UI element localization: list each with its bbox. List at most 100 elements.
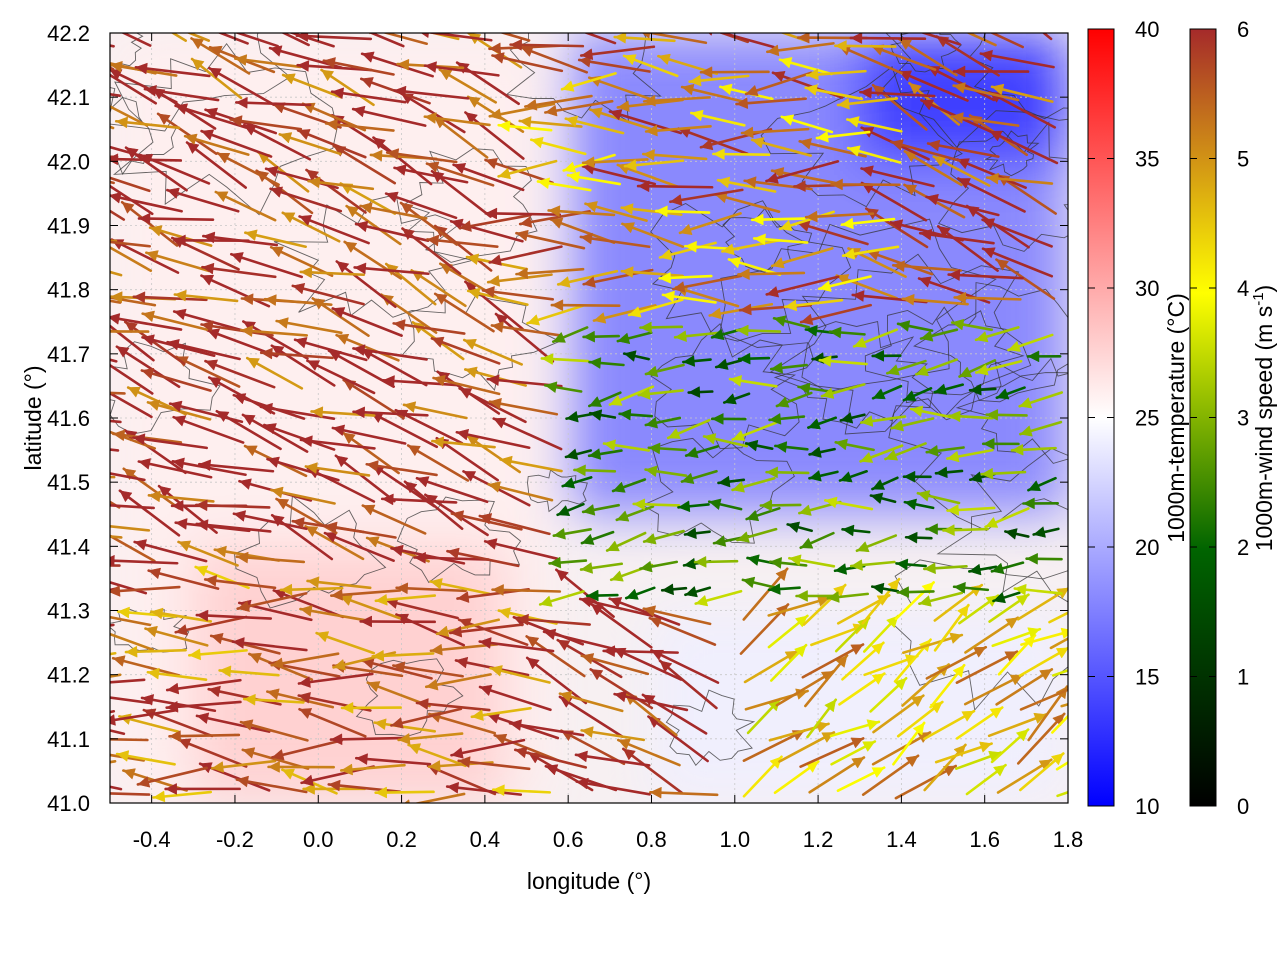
wind-vector	[114, 116, 181, 130]
wind-vector	[766, 42, 835, 57]
wind-vector	[717, 475, 746, 488]
terrain-contour	[110, 33, 144, 68]
x-tick-label: 0.6	[553, 827, 584, 852]
y-tick-label: 42.1	[47, 85, 90, 110]
wind-vector	[622, 54, 679, 78]
wind-vector	[462, 338, 523, 366]
wind-colorbar-ticks: 0 1 2 3 4 5 6	[1190, 17, 1249, 819]
terrain-contour	[773, 320, 934, 429]
wind-vector	[721, 238, 781, 256]
wind-vector	[964, 616, 1020, 654]
wind-vector	[555, 568, 615, 618]
wind-vector	[680, 469, 718, 485]
wind-vector	[903, 498, 935, 511]
temperature-colorbar-ticks: 10 15 20 25 30 35 40	[1088, 17, 1159, 819]
wind-vector	[110, 313, 183, 331]
wind-vector	[214, 190, 277, 222]
wind-vector	[919, 328, 959, 342]
wind-vector	[241, 413, 309, 453]
x-tick-label: 0.4	[470, 827, 501, 852]
wind-vector	[618, 408, 654, 421]
wind-vector	[871, 476, 899, 491]
colorbar-tick-label: 3	[1237, 406, 1249, 431]
colorbar-tick-label: 15	[1135, 665, 1159, 690]
wind-vector	[340, 701, 402, 714]
wind-vector	[894, 581, 935, 621]
wind-vector	[826, 591, 870, 603]
wind-vector	[133, 539, 208, 563]
wind-vector	[801, 643, 865, 679]
wind-vector	[808, 756, 866, 794]
wind-vector	[380, 493, 458, 506]
wind-vector	[399, 201, 459, 246]
wind-vector	[744, 71, 813, 97]
wind-vector	[925, 645, 988, 680]
wind-vector	[642, 94, 711, 107]
wind-vector	[334, 454, 396, 503]
terrain-contour	[273, 194, 473, 318]
wind-vector	[788, 554, 836, 568]
wind-vector	[110, 153, 183, 166]
wind-vector	[759, 499, 802, 512]
wind-vector	[110, 391, 126, 395]
wind-vector	[341, 431, 400, 475]
wind-vector	[736, 527, 778, 543]
wind-vector	[925, 193, 1000, 217]
wind-vector	[639, 321, 684, 334]
wind-vector	[580, 726, 645, 742]
wind-colorbar-label: 1000m-wind speed (m s-1)	[1250, 285, 1277, 551]
wind-vector	[769, 361, 808, 374]
terrain-contour	[110, 96, 178, 175]
wind-vector	[795, 590, 839, 602]
temperature-colorbar-label: 1000m-temperature (°C)	[1163, 293, 1189, 543]
wind-vector	[150, 607, 213, 623]
wind-vector	[958, 359, 997, 378]
wind-vector	[390, 707, 463, 729]
wind-vector	[658, 241, 717, 261]
wind-vector	[305, 168, 367, 214]
wind-vector	[373, 718, 437, 733]
wind-vector	[483, 538, 559, 560]
wind-vector	[988, 129, 1059, 165]
wind-vector	[296, 129, 367, 159]
wind-vector	[680, 83, 748, 104]
wind-vector	[693, 555, 739, 568]
wind-vector	[374, 593, 437, 606]
wind-vector	[870, 582, 900, 595]
y-tick-label: 41.0	[47, 791, 90, 816]
x-tick-label: 0.8	[636, 827, 667, 852]
terrain-contour	[110, 341, 221, 435]
wind-vector	[174, 615, 248, 636]
wind-vector	[490, 321, 561, 337]
wind-vector	[1007, 333, 1054, 352]
wind-vector	[902, 632, 964, 655]
wind-vector	[406, 444, 470, 482]
wind-vector	[988, 593, 1030, 623]
wind-vector	[778, 210, 835, 232]
wind-vector	[683, 527, 711, 540]
wind-vector	[953, 291, 1022, 304]
wind-vector	[513, 746, 588, 769]
wind-vector	[995, 668, 1054, 706]
wind-vector	[968, 383, 997, 396]
wind-vector	[424, 673, 492, 691]
wind-vector	[622, 747, 684, 795]
wind-vector	[478, 513, 551, 536]
wind-vector	[132, 433, 208, 450]
wind-vector	[687, 386, 714, 398]
wind-vector	[804, 654, 849, 708]
wind-vector	[834, 40, 897, 52]
wind-vector	[329, 733, 407, 746]
wind-vector	[841, 245, 900, 260]
wind-vector	[352, 406, 429, 419]
wind-vector	[515, 267, 585, 280]
wind-vector	[815, 130, 871, 143]
wind-vector	[242, 320, 309, 360]
wind-vector	[445, 781, 523, 796]
wind-vector	[616, 738, 681, 767]
wind-vector	[281, 73, 343, 99]
wind-vector	[579, 562, 624, 574]
wind-vector	[805, 68, 867, 81]
wind-vector	[1020, 627, 1068, 646]
wind-vector	[933, 383, 965, 395]
